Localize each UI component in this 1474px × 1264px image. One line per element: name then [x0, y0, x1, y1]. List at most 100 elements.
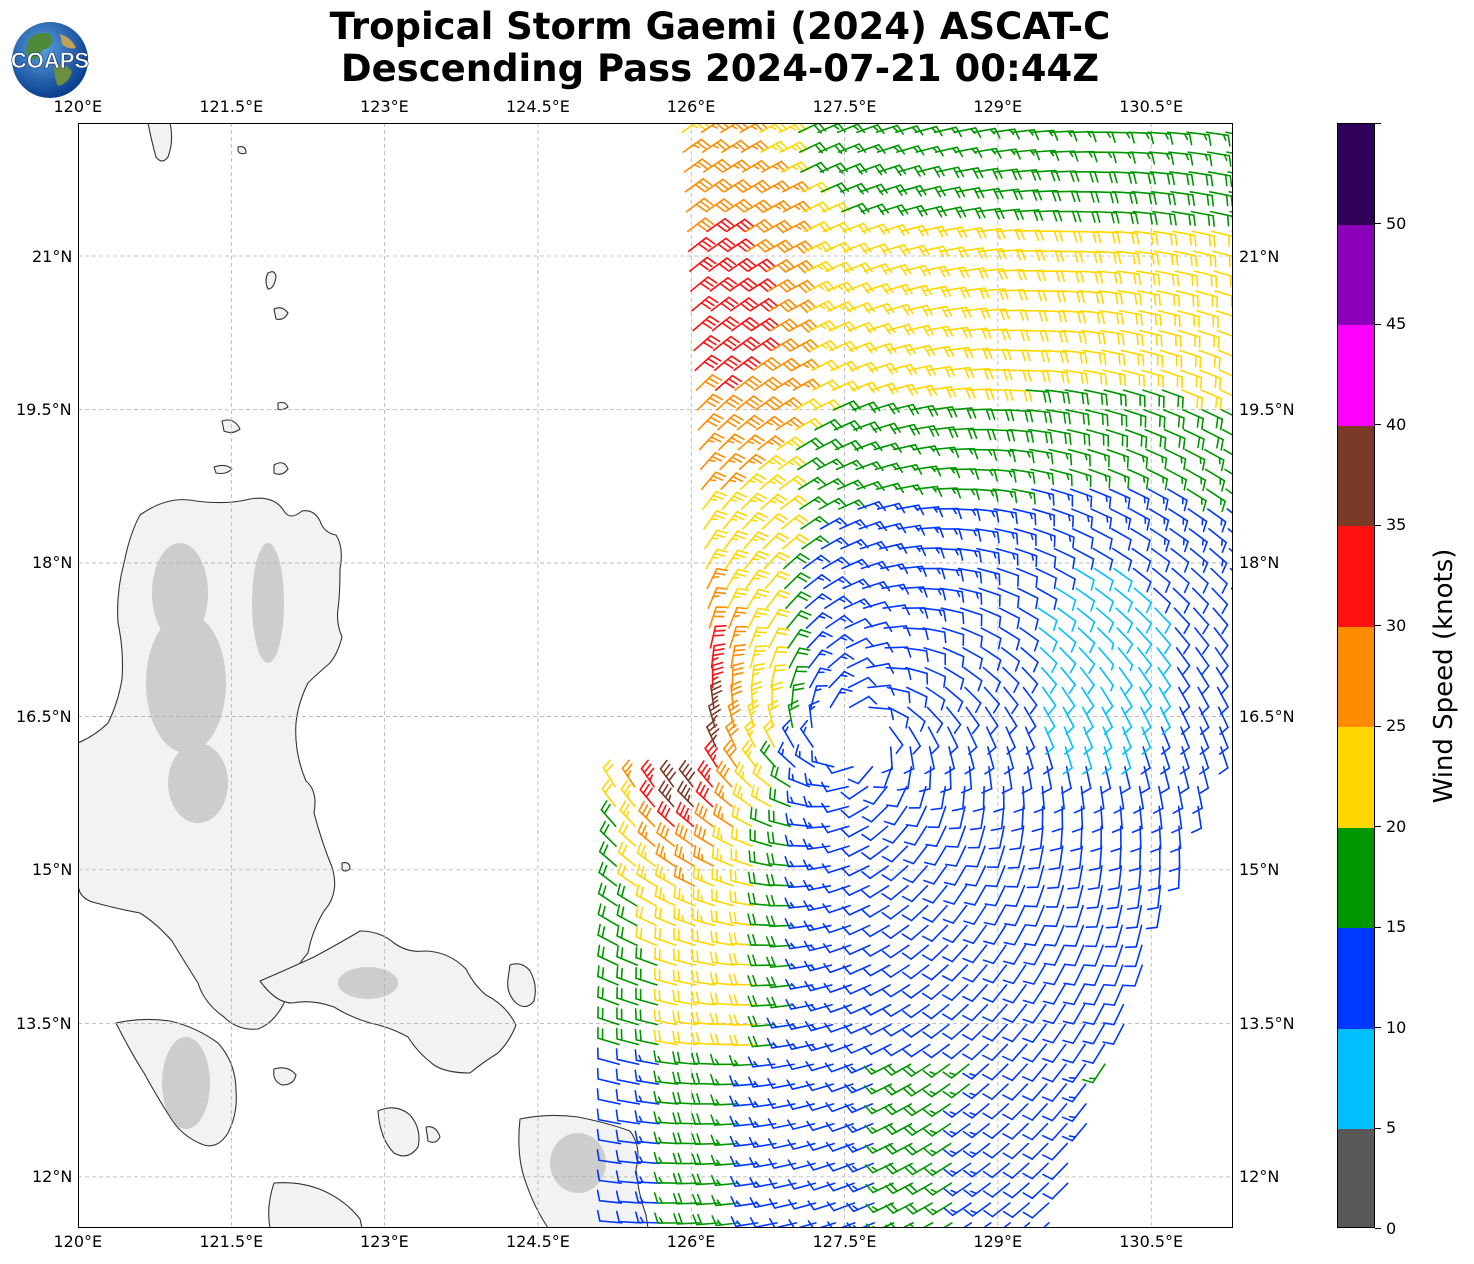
wind-barb [707, 587, 728, 609]
wind-barb [956, 187, 985, 199]
wind-barb [1205, 488, 1226, 513]
wind-barb [1022, 686, 1038, 715]
wind-barb [709, 951, 736, 966]
wind-barb [1002, 1182, 1030, 1199]
wind-barb [843, 1003, 872, 1015]
wind-barb [1218, 726, 1229, 755]
wind-barb [1082, 369, 1108, 386]
wind-barb [918, 567, 946, 580]
wind-barb [923, 865, 948, 885]
x-tick-label-top: 126°E [666, 97, 716, 116]
colorbar-tick-label: 25 [1386, 716, 1407, 736]
colorbar-segment [1338, 626, 1374, 728]
wind-barb [929, 406, 958, 418]
wind-barb [1171, 210, 1196, 227]
wind-barb [1148, 845, 1161, 872]
wind-barb [856, 481, 885, 492]
wind-barb [1086, 884, 1103, 910]
wind-barb [862, 785, 888, 805]
wind-barb [844, 262, 873, 274]
wind-barb [1028, 448, 1054, 465]
wind-barb [653, 1111, 680, 1125]
wind-barb [787, 1179, 817, 1190]
wind-barb [767, 1138, 797, 1149]
wind-barb [922, 1043, 950, 1059]
wind-barb [1147, 488, 1169, 511]
wind-barb [672, 1051, 698, 1066]
colorbar-tick-label: 45 [1386, 314, 1407, 334]
wind-barb [1227, 528, 1233, 534]
wind-barb [785, 978, 814, 990]
wind-barb [773, 377, 802, 391]
wind-barb [942, 924, 968, 944]
wind-barb [1064, 389, 1090, 405]
wind-barb [1053, 785, 1065, 814]
wind-barb [924, 1202, 953, 1216]
y-tick-label-left: 13.5°N [16, 1013, 72, 1033]
wind-barb [746, 238, 775, 253]
wind-barb [958, 587, 983, 605]
wind-barb [803, 960, 833, 972]
wind-barb [983, 924, 1007, 945]
wind-barb [878, 184, 908, 197]
wind-barb [1053, 190, 1081, 203]
wind-barb [749, 645, 768, 669]
wind-barb [1197, 686, 1210, 716]
wind-barb [962, 964, 988, 983]
wind-barb [722, 159, 751, 173]
wind-barb [1170, 547, 1190, 573]
colorbar-segment [1338, 927, 1374, 1029]
wind-barb [1049, 825, 1064, 852]
wind-barb [806, 1160, 836, 1171]
wind-barb [1026, 865, 1045, 889]
wind-barb [672, 1071, 699, 1085]
colorbar-tick [1375, 1228, 1381, 1229]
wind-barb [747, 258, 776, 273]
wind-barb [982, 1083, 1009, 1100]
wind-barb [691, 991, 717, 1006]
wind-barb [941, 627, 965, 646]
wind-barb [790, 339, 819, 353]
wind-barb [691, 1032, 717, 1046]
wind-barb [924, 746, 935, 775]
wind-barb [963, 1182, 991, 1198]
colorbar-tick-label: 35 [1386, 515, 1407, 535]
wind-barb [1131, 547, 1152, 572]
wind-barb [1213, 270, 1233, 288]
wind-barb [1063, 944, 1085, 967]
wind-barb [980, 627, 1002, 650]
wind-barb [851, 401, 881, 414]
wind-barb [1107, 468, 1130, 489]
wind-barb [684, 178, 713, 193]
wind-barb [845, 1162, 875, 1173]
wind-barb [901, 904, 929, 922]
wind-barb [654, 864, 676, 887]
wind-barb [779, 494, 808, 510]
wind-barb [942, 1083, 970, 1099]
wind-barb [709, 276, 738, 292]
wind-barb [1035, 209, 1063, 222]
wind-barb [742, 179, 772, 194]
wind-barb [760, 140, 789, 153]
wind-barb [723, 739, 738, 768]
wind-barb [712, 825, 734, 847]
wind-barb [911, 425, 940, 437]
wind-barb [727, 257, 756, 272]
page-title-line2: Descending Pass 2024-07-21 00:44Z [340, 47, 1100, 90]
wind-barb [1155, 627, 1172, 655]
wind-barb [1105, 904, 1123, 929]
wind-barb [984, 706, 999, 735]
wind-barb [837, 143, 867, 154]
wind-barb [1099, 666, 1114, 692]
wind-barb [992, 488, 1018, 504]
wind-barb [1013, 528, 1037, 547]
wind-barb [709, 971, 736, 986]
wind-barb [704, 178, 732, 193]
wind-barb [805, 1060, 834, 1072]
wind-barb [1128, 845, 1142, 872]
wind-barb [692, 908, 716, 927]
wind-barb [732, 783, 753, 808]
wind-barb [1010, 468, 1036, 484]
wind-barb [1199, 726, 1210, 755]
wind-barb [672, 1010, 698, 1026]
